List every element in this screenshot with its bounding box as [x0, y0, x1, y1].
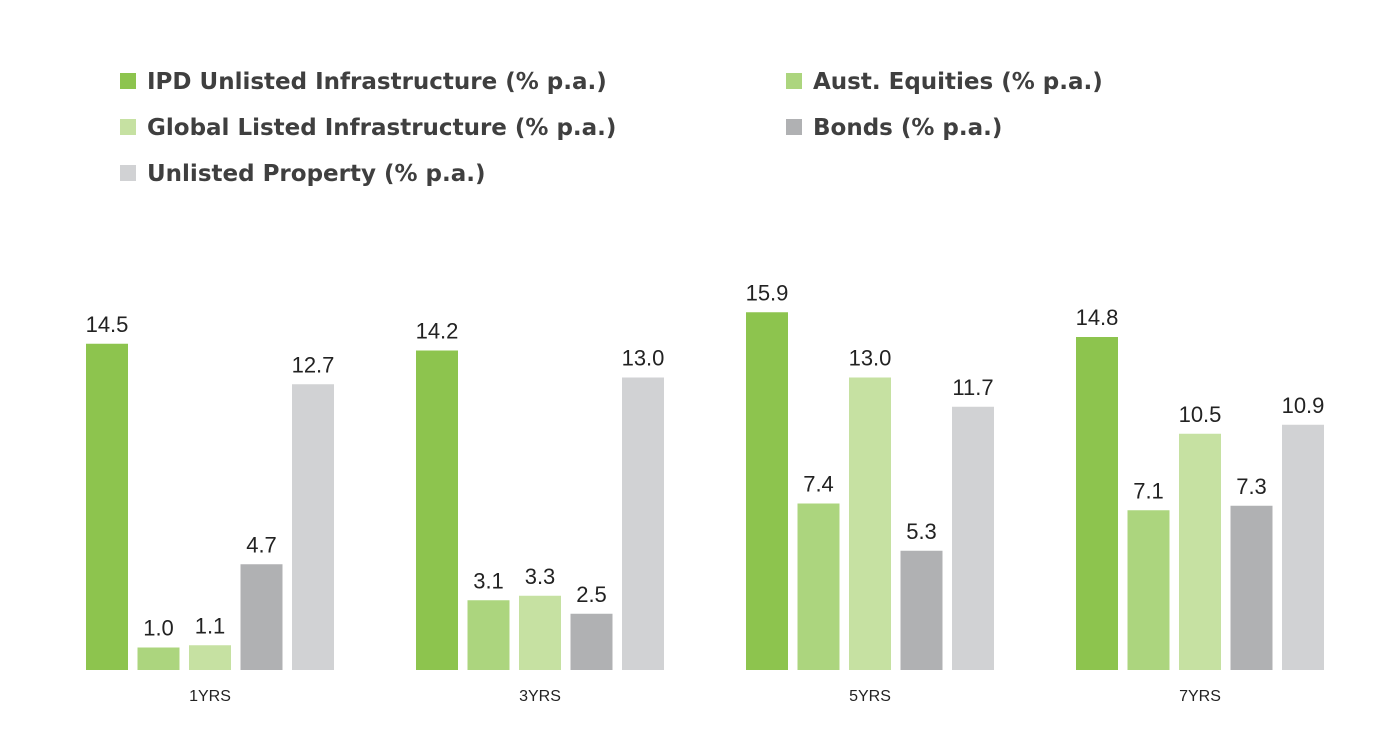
data-label: 3.1	[473, 568, 504, 593]
data-label: 2.5	[576, 582, 607, 607]
data-label: 7.1	[1133, 478, 1164, 503]
legend-label: IPD Unlisted Infrastructure (% p.a.)	[147, 69, 607, 95]
x-tick-label: 7YRS	[1179, 688, 1221, 705]
bar	[900, 550, 943, 670]
bar	[292, 384, 334, 670]
data-label: 4.7	[246, 532, 277, 557]
data-label: 11.7	[952, 375, 993, 400]
data-label: 7.4	[803, 472, 834, 497]
x-axis: 1YRS 3YRS 5YRS 7YRS	[189, 688, 1221, 705]
data-label: 7.3	[1236, 474, 1267, 499]
bar	[137, 647, 180, 670]
data-label: 14.8	[1076, 305, 1119, 330]
legend-label: Unlisted Property (% p.a.)	[147, 161, 486, 187]
bar	[416, 350, 458, 670]
data-label: 15.9	[746, 280, 789, 305]
bar	[570, 613, 613, 670]
bar	[86, 343, 128, 670]
data-label: 3.3	[525, 564, 556, 589]
data-label: 5.3	[906, 519, 937, 544]
data-label: 10.5	[1179, 402, 1222, 427]
bar	[189, 645, 231, 670]
legend: IPD Unlisted Infrastructure (% p.a.) Aust…	[120, 69, 1103, 187]
data-label: 14.2	[416, 319, 459, 344]
x-tick-label: 1YRS	[189, 688, 231, 705]
bar	[622, 377, 664, 670]
data-label: 10.9	[1282, 393, 1325, 418]
legend-label: Global Listed Infrastructure (% p.a.)	[147, 115, 616, 141]
data-label: 1.0	[143, 616, 174, 641]
bar	[952, 406, 994, 670]
data-label: 14.5	[86, 312, 129, 337]
legend-swatch	[786, 119, 802, 135]
bar	[1076, 337, 1118, 670]
bar	[849, 377, 891, 670]
bar	[1230, 505, 1273, 670]
data-label: 13.0	[849, 346, 892, 371]
x-tick-label: 5YRS	[849, 688, 891, 705]
legend-swatch	[120, 73, 136, 89]
bar	[1282, 424, 1324, 670]
bar	[240, 564, 283, 670]
data-label: 1.1	[195, 613, 226, 638]
legend-label: Aust. Equities (% p.a.)	[813, 69, 1103, 95]
plot-area: 14.5 1.0 1.1 4.7 12.7 14.2 3.1 3.3 2.5 13.0 15.9 7.…	[86, 280, 1325, 670]
data-label: 13.0	[622, 346, 665, 371]
legend-swatch	[120, 119, 136, 135]
data-label: 12.7	[292, 352, 335, 377]
legend-swatch	[786, 73, 802, 89]
bar	[1127, 510, 1170, 670]
bar	[467, 600, 510, 670]
legend-swatch	[120, 165, 136, 181]
legend-label: Bonds (% p.a.)	[813, 115, 1002, 141]
bar	[746, 312, 788, 670]
bar	[797, 503, 840, 670]
x-tick-label: 3YRS	[519, 688, 561, 705]
bar	[519, 595, 561, 670]
bar	[1179, 433, 1221, 670]
